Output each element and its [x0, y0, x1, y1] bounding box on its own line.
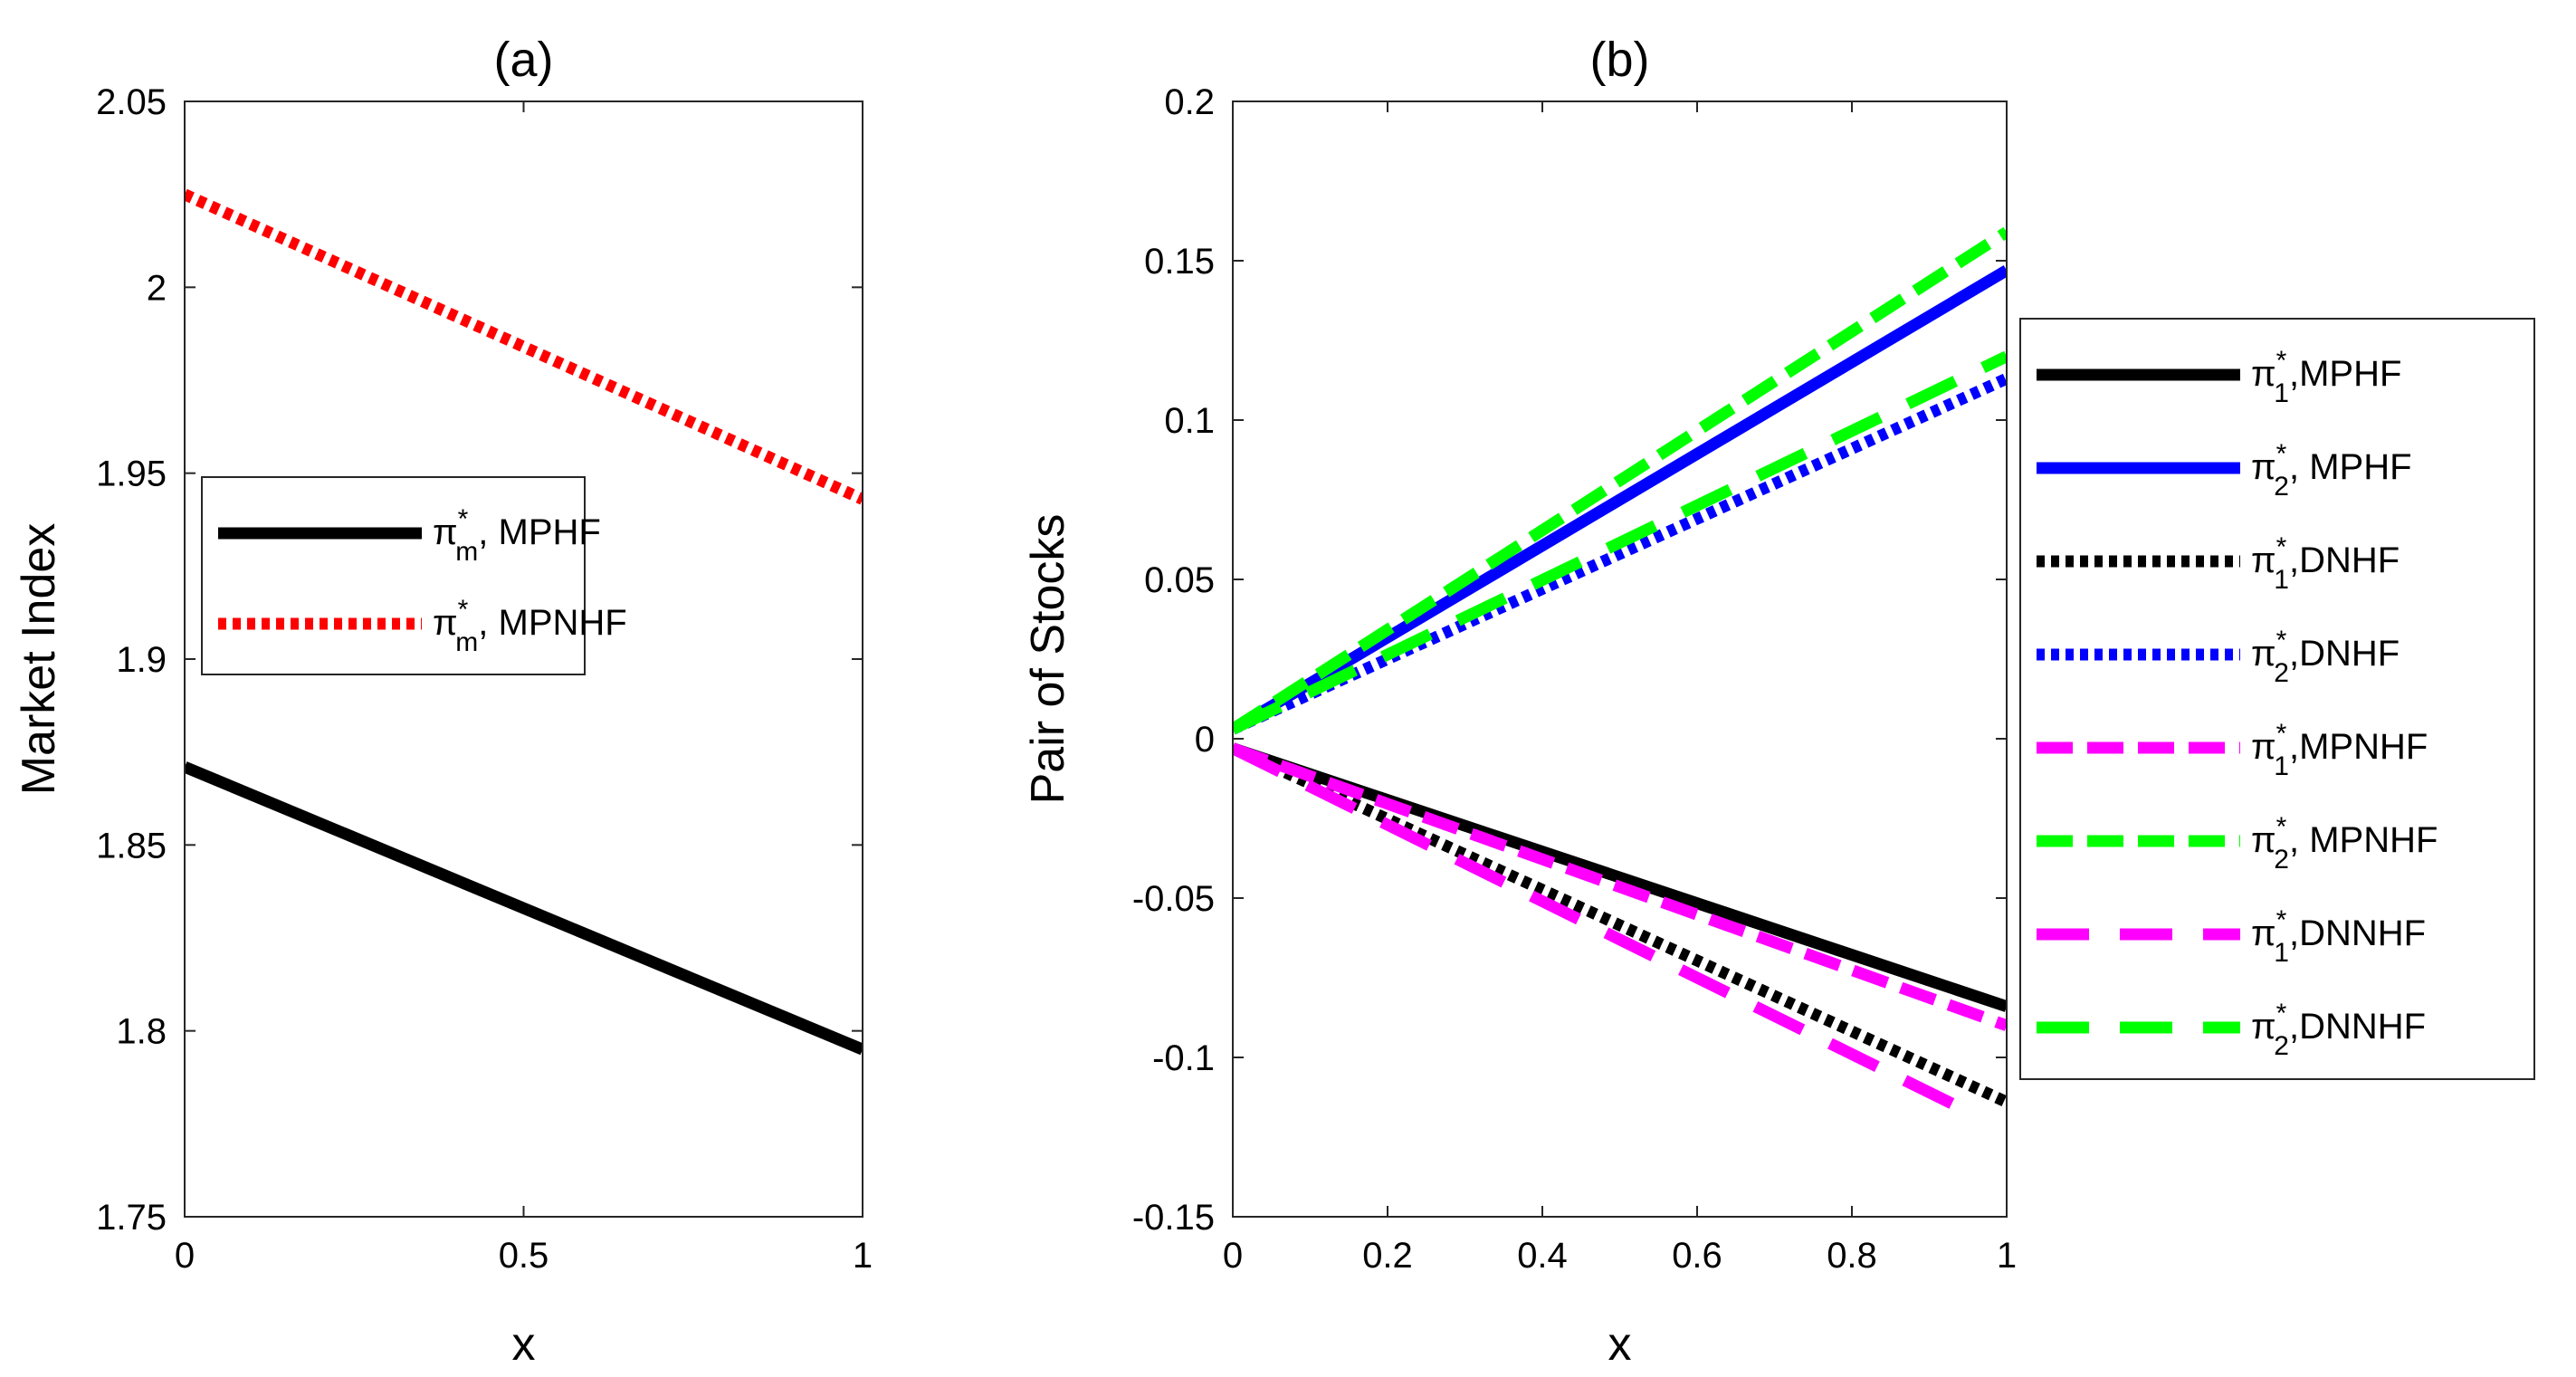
legend-symbol: π [2251, 1007, 2276, 1047]
y-tick-label: 0.15 [1144, 242, 1215, 282]
legend-tail: ,MPNHF [2289, 727, 2428, 767]
legend-subscript: m [455, 537, 478, 567]
x-axis-label: x [512, 1318, 536, 1371]
y-tick-label: 0 [1195, 720, 1215, 760]
legend-subscript: 2 [2274, 658, 2289, 688]
legend-subscript: 2 [2274, 845, 2289, 875]
y-tick-label: 1.9 [116, 640, 167, 680]
series-line-2 [185, 188, 863, 505]
series-line-3 [1233, 742, 2007, 1108]
x-tick-label: 0.2 [1362, 1236, 1413, 1276]
x-tick-label: 1 [853, 1236, 873, 1276]
legend-superscript: * [458, 504, 469, 534]
legend-box [2019, 318, 2535, 1080]
series-line-8 [1233, 350, 2007, 735]
legend-superscript: * [2276, 812, 2287, 842]
x-tick-label: 0.6 [1672, 1236, 1722, 1276]
y-tick-label: 0.05 [1144, 560, 1215, 600]
y-tick-label: 0.1 [1164, 401, 1215, 441]
series-line-5 [1233, 742, 2007, 1031]
legend-symbol: π [2251, 727, 2276, 767]
legend-symbol: π [2251, 354, 2276, 394]
y-axis-label: Market Index [13, 523, 65, 796]
legend-symbol: π [433, 603, 458, 643]
x-axis-label: x [1608, 1318, 1632, 1371]
chart-a: 0 0.5 1 1.75 1.8 1.85 1.9 1.95 2 2.05 (a) x Market I… [13, 33, 873, 1371]
y-tick-label: 1.75 [96, 1198, 167, 1238]
legend-superscript: * [2276, 532, 2287, 562]
legend-label-4: π* 2,DNHF [2251, 626, 2399, 688]
y-tick-label: 2 [147, 268, 167, 308]
y-tick-label: -0.15 [1132, 1198, 1215, 1238]
series-line-7 [1233, 742, 1971, 1117]
chart-title: (a) [494, 33, 554, 87]
legend-subscript: 1 [2274, 751, 2289, 781]
legend-label-2: π* 2, MPHF [2251, 439, 2412, 502]
legend-label-2: π* m, MPNHF [433, 595, 627, 657]
series-line-6 [1233, 226, 2007, 734]
legend-symbol: π [2251, 913, 2276, 953]
legend-symbol: π [433, 512, 458, 552]
legend-label-1: π* 1,MPHF [2251, 346, 2401, 408]
x-tick-label: 0 [175, 1236, 195, 1276]
y-tick-label: -0.05 [1132, 879, 1215, 919]
y-tick-label: 0.2 [1164, 82, 1215, 122]
legend-tail: ,DNNHF [2289, 1007, 2426, 1047]
y-tick-label: 1.8 [116, 1012, 167, 1052]
legend-superscript: * [2276, 626, 2287, 655]
chart-b: 0 0.2 0.4 0.6 0.8 1 -0.15 -0.1 -0.05 0 0.05 0.1 0.15… [1022, 33, 2535, 1371]
legend-label-7: π* 1,DNNHF [2251, 905, 2426, 968]
legend-subscript: 1 [2274, 565, 2289, 595]
legend-tail: , MPNHF [478, 603, 626, 643]
series-line-1 [185, 761, 863, 1056]
legend-tail: , MPNHF [2289, 820, 2438, 860]
series-line-4 [1233, 373, 2007, 735]
legend-subscript: m [455, 627, 478, 657]
legend-box [201, 476, 586, 675]
legend-tail: , MPHF [2289, 447, 2412, 487]
legend-superscript: * [458, 595, 469, 625]
legend-superscript: * [2276, 719, 2287, 749]
x-tick-label: 1 [1997, 1236, 2017, 1276]
legend-subscript: 1 [2274, 378, 2289, 408]
legend-label-3: π* 1,DNHF [2251, 532, 2399, 595]
legend-symbol: π [2251, 540, 2276, 580]
legend-label-5: π* 1,MPNHF [2251, 719, 2428, 781]
legend-symbol: π [2251, 820, 2276, 860]
y-tick-label: -0.1 [1152, 1038, 1215, 1078]
x-tick-label: 0.5 [499, 1236, 549, 1276]
legend-tail: , MPHF [478, 512, 601, 552]
legend-tail: ,DNNHF [2289, 913, 2426, 953]
legend-superscript: * [2276, 905, 2287, 935]
legend-subscript: 2 [2274, 472, 2289, 502]
legend-label-6: π* 2, MPNHF [2251, 812, 2438, 875]
x-tick-label: 0.8 [1827, 1236, 1877, 1276]
y-tick-label: 1.95 [96, 454, 167, 494]
legend-subscript: 1 [2274, 938, 2289, 968]
x-tick-label: 0 [1223, 1236, 1243, 1276]
legend-symbol: π [2251, 634, 2276, 674]
legend-tail: ,DNHF [2289, 634, 2399, 674]
legend-superscript: * [2276, 999, 2287, 1028]
y-tick-label: 2.05 [96, 82, 167, 122]
legend-superscript: * [2276, 346, 2287, 376]
legend-tail: ,DNHF [2289, 540, 2399, 580]
y-axis-label: Pair of Stocks [1022, 514, 1074, 805]
y-tick-label: 1.85 [96, 826, 167, 865]
chart-title: (b) [1590, 33, 1650, 87]
legend-label-8: π* 2,DNNHF [2251, 999, 2426, 1061]
legend-symbol: π [2251, 447, 2276, 487]
x-tick-label: 0.4 [1517, 1236, 1568, 1276]
legend-label-1: π* m, MPHF [433, 504, 601, 567]
legend-tail: ,MPHF [2289, 354, 2401, 394]
legend-superscript: * [2276, 439, 2287, 469]
series-line-2 [1233, 265, 2007, 734]
axes-box [1232, 100, 2008, 1218]
legend-subscript: 2 [2274, 1031, 2289, 1061]
